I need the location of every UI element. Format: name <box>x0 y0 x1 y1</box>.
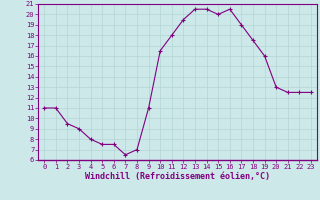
X-axis label: Windchill (Refroidissement éolien,°C): Windchill (Refroidissement éolien,°C) <box>85 172 270 181</box>
